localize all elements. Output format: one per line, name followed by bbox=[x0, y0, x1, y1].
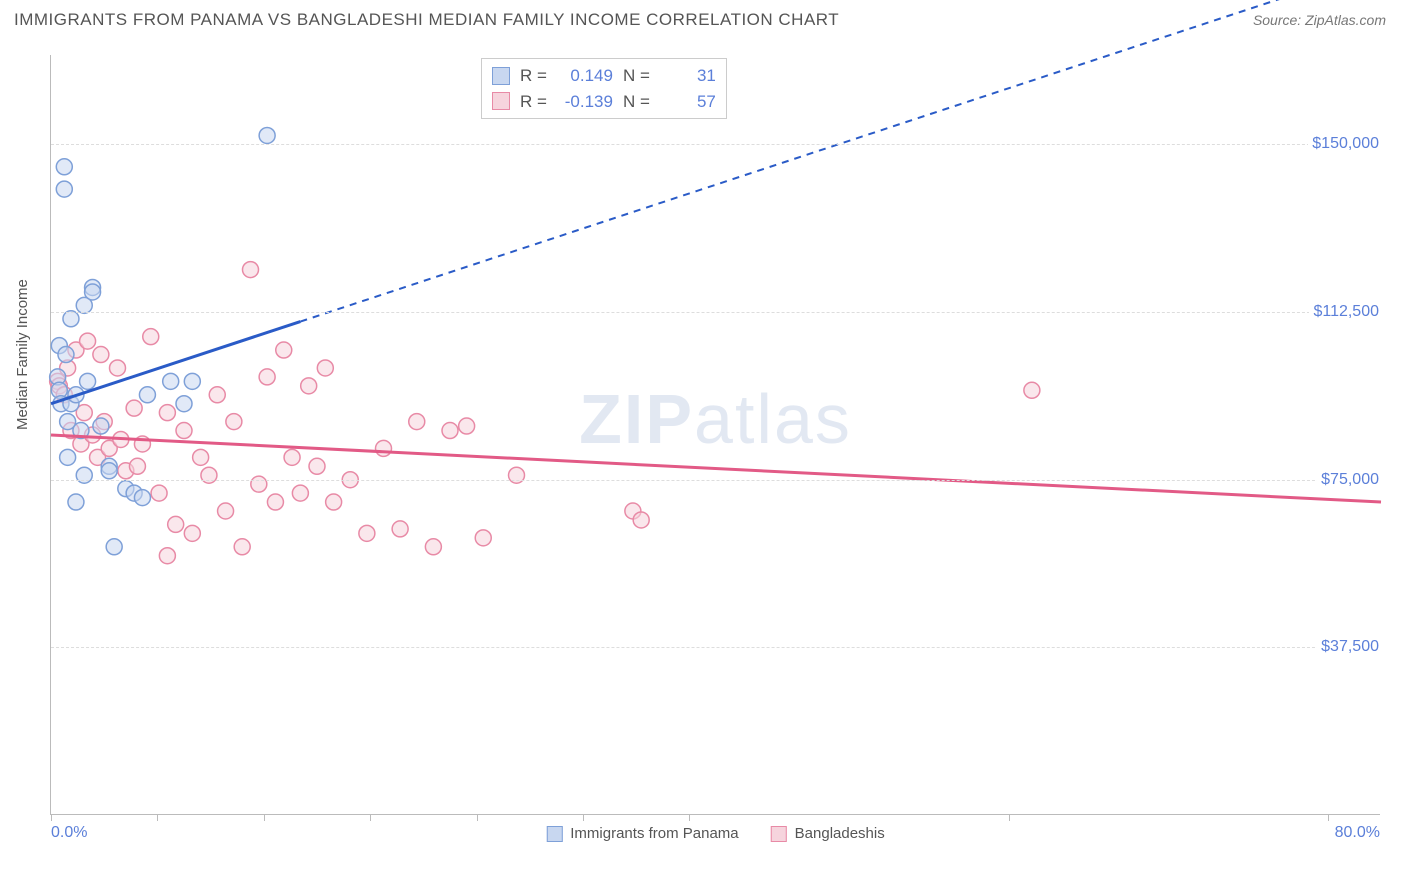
chart-title: IMMIGRANTS FROM PANAMA VS BANGLADESHI ME… bbox=[14, 10, 839, 30]
legend-label: Immigrants from Panama bbox=[570, 825, 738, 842]
data-point bbox=[284, 449, 300, 465]
x-tick bbox=[1009, 814, 1010, 821]
data-point bbox=[509, 467, 525, 483]
data-point bbox=[259, 369, 275, 385]
data-point bbox=[376, 440, 392, 456]
y-tick-label: $75,000 bbox=[1317, 471, 1383, 489]
data-point bbox=[234, 539, 250, 555]
x-axis-min-label: 0.0% bbox=[51, 824, 87, 842]
y-tick-label: $37,500 bbox=[1317, 638, 1383, 656]
data-point bbox=[129, 458, 145, 474]
data-point bbox=[58, 347, 74, 363]
data-point bbox=[317, 360, 333, 376]
data-point bbox=[168, 516, 184, 532]
correlation-stats-box: R = 0.149 N = 31 R = -0.139 N = 57 bbox=[481, 58, 727, 119]
data-point bbox=[76, 467, 92, 483]
y-axis-title: Median Family Income bbox=[14, 279, 31, 430]
gridline bbox=[51, 144, 1380, 145]
swatch-bangladeshi-icon bbox=[771, 826, 787, 842]
data-point bbox=[459, 418, 475, 434]
x-tick bbox=[583, 814, 584, 821]
data-point bbox=[110, 360, 126, 376]
data-point bbox=[184, 525, 200, 541]
trend-line bbox=[51, 435, 1381, 502]
data-point bbox=[93, 347, 109, 363]
data-point bbox=[475, 530, 491, 546]
data-point bbox=[176, 423, 192, 439]
x-axis-max-label: 80.0% bbox=[1335, 824, 1380, 842]
data-point bbox=[126, 400, 142, 416]
data-point bbox=[139, 387, 155, 403]
data-point bbox=[218, 503, 234, 519]
swatch-panama-icon bbox=[546, 826, 562, 842]
stats-row-bangladeshi: R = -0.139 N = 57 bbox=[492, 89, 716, 115]
data-point bbox=[209, 387, 225, 403]
data-point bbox=[134, 490, 150, 506]
data-point bbox=[68, 494, 84, 510]
swatch-bangladeshi-icon bbox=[492, 92, 510, 110]
y-tick-label: $150,000 bbox=[1308, 135, 1383, 153]
data-point bbox=[251, 476, 267, 492]
source-attribution: Source: ZipAtlas.com bbox=[1253, 12, 1386, 28]
gridline bbox=[51, 647, 1380, 648]
data-point bbox=[633, 512, 649, 528]
legend-item-bangladeshi: Bangladeshis bbox=[771, 825, 885, 842]
data-point bbox=[276, 342, 292, 358]
trend-line bbox=[300, 0, 1381, 322]
data-point bbox=[56, 159, 72, 175]
data-point bbox=[143, 329, 159, 345]
data-point bbox=[1024, 382, 1040, 398]
data-point bbox=[176, 396, 192, 412]
data-point bbox=[101, 463, 117, 479]
data-point bbox=[201, 467, 217, 483]
data-point bbox=[326, 494, 342, 510]
data-point bbox=[159, 548, 175, 564]
legend: Immigrants from Panama Bangladeshis bbox=[546, 825, 884, 842]
x-tick bbox=[51, 814, 52, 821]
data-point bbox=[151, 485, 167, 501]
data-point bbox=[226, 414, 242, 430]
data-point bbox=[80, 373, 96, 389]
gridline bbox=[51, 480, 1380, 481]
data-point bbox=[392, 521, 408, 537]
data-point bbox=[267, 494, 283, 510]
data-point bbox=[163, 373, 179, 389]
data-point bbox=[243, 262, 259, 278]
x-tick bbox=[370, 814, 371, 821]
x-tick bbox=[1328, 814, 1329, 821]
x-tick bbox=[264, 814, 265, 821]
data-point bbox=[425, 539, 441, 555]
data-point bbox=[259, 127, 275, 143]
data-point bbox=[442, 423, 458, 439]
data-point bbox=[292, 485, 308, 501]
data-point bbox=[359, 525, 375, 541]
stats-row-panama: R = 0.149 N = 31 bbox=[492, 63, 716, 89]
data-point bbox=[309, 458, 325, 474]
x-tick bbox=[477, 814, 478, 821]
x-tick bbox=[157, 814, 158, 821]
gridline bbox=[51, 312, 1380, 313]
legend-label: Bangladeshis bbox=[795, 825, 885, 842]
data-point bbox=[193, 449, 209, 465]
data-point bbox=[301, 378, 317, 394]
data-point bbox=[60, 449, 76, 465]
data-point bbox=[80, 333, 96, 349]
data-point bbox=[409, 414, 425, 430]
legend-item-panama: Immigrants from Panama bbox=[546, 825, 738, 842]
y-tick-label: $112,500 bbox=[1309, 303, 1383, 321]
scatter-plot-svg bbox=[51, 55, 1380, 814]
data-point bbox=[106, 539, 122, 555]
data-point bbox=[85, 284, 101, 300]
data-point bbox=[63, 311, 79, 327]
data-point bbox=[159, 405, 175, 421]
swatch-panama-icon bbox=[492, 67, 510, 85]
data-point bbox=[56, 181, 72, 197]
data-point bbox=[93, 418, 109, 434]
chart-plot-area: ZIPatlas R = 0.149 N = 31 R = -0.139 N =… bbox=[50, 55, 1380, 815]
data-point bbox=[184, 373, 200, 389]
x-tick bbox=[689, 814, 690, 821]
